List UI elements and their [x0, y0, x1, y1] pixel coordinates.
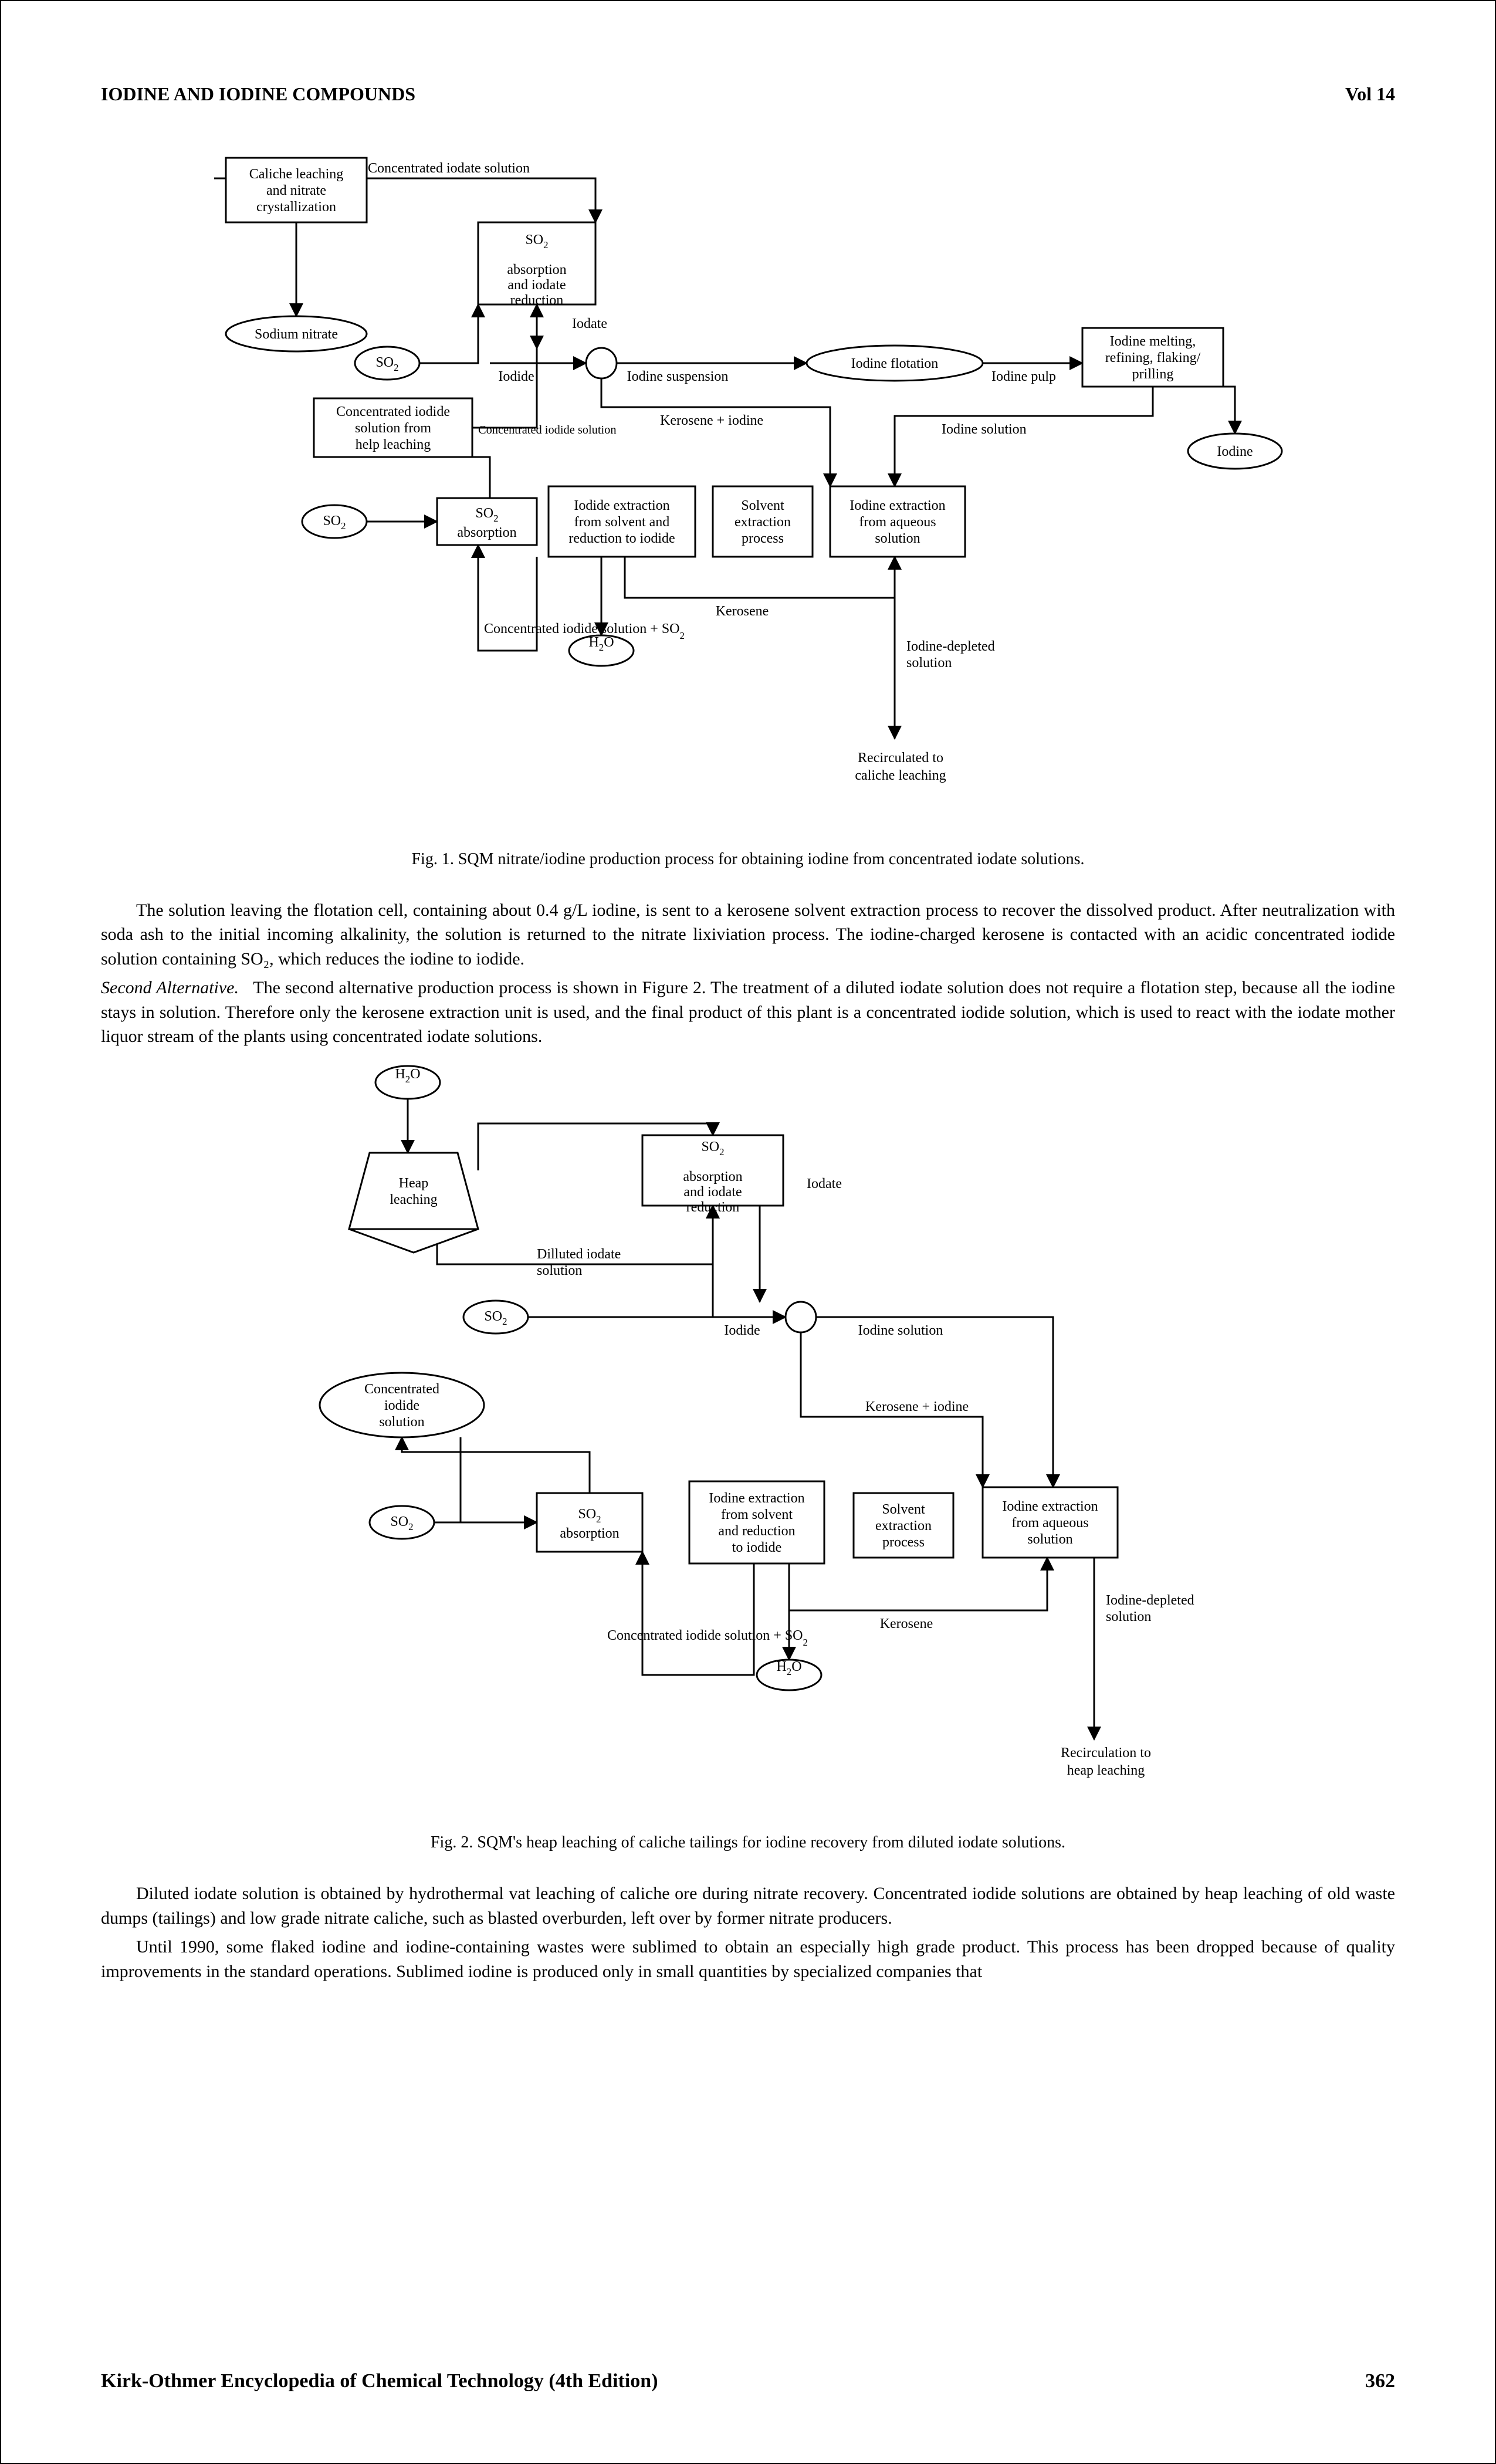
svg-text:Sodium nitrate: Sodium nitrate — [255, 327, 338, 342]
svg-text:Iodine pulp: Iodine pulp — [991, 369, 1056, 384]
svg-text:Recirculated to: Recirculated to — [858, 750, 943, 766]
svg-text:from solvent: from solvent — [721, 1507, 793, 1522]
svg-text:Kerosene + iodine: Kerosene + iodine — [660, 413, 763, 428]
svg-text:extraction: extraction — [875, 1518, 932, 1534]
figure-1-flowchart: Concentrated iodate solution Iodate Concen… — [191, 140, 1305, 832]
svg-text:solution: solution — [1106, 1609, 1151, 1624]
paragraph-1: The solution leaving the flotation cell,… — [101, 898, 1395, 971]
svg-text:absorption: absorption — [683, 1169, 742, 1184]
svg-text:and reduction: and reduction — [718, 1524, 795, 1539]
svg-text:from aqueous: from aqueous — [1011, 1515, 1088, 1531]
svg-text:reduction: reduction — [686, 1200, 740, 1215]
svg-text:Iodine flotation: Iodine flotation — [851, 356, 939, 371]
svg-text:solution from: solution from — [355, 421, 431, 436]
footer-page-number: 362 — [1365, 2370, 1395, 2392]
svg-text:Iodine: Iodine — [1217, 444, 1253, 459]
svg-text:refining, flaking/: refining, flaking/ — [1105, 350, 1201, 365]
svg-text:Iodate: Iodate — [807, 1176, 842, 1192]
page-header: IODINE AND IODINE COMPOUNDS Vol 14 — [101, 83, 1395, 105]
svg-text:Concentrated iodide: Concentrated iodide — [336, 404, 450, 419]
header-title: IODINE AND IODINE COMPOUNDS — [101, 83, 415, 105]
page-footer: Kirk-Othmer Encyclopedia of Chemical Tec… — [101, 2370, 1395, 2392]
svg-text:solution: solution — [379, 1414, 424, 1430]
svg-text:extraction: extraction — [735, 515, 791, 530]
svg-text:process: process — [882, 1535, 925, 1550]
svg-text:from solvent and: from solvent and — [574, 515, 670, 530]
svg-text:Iodine solution: Iodine solution — [942, 422, 1027, 437]
svg-text:Kerosene: Kerosene — [880, 1616, 933, 1632]
svg-text:Solvent: Solvent — [882, 1502, 925, 1517]
paragraph-3: Diluted iodate solution is obtained by h… — [101, 1881, 1395, 1930]
svg-text:Concentrated iodide solution: Concentrated iodide solution — [478, 424, 617, 436]
svg-text:solution: solution — [906, 655, 952, 671]
svg-text:Solvent: Solvent — [741, 498, 784, 513]
svg-text:crystallization: crystallization — [256, 199, 336, 215]
svg-text:Heap: Heap — [399, 1176, 429, 1191]
svg-text:absorption: absorption — [507, 262, 566, 277]
svg-text:prilling: prilling — [1132, 367, 1174, 382]
svg-text:Concentrated iodide solution +: Concentrated iodide solution + SO2 — [607, 1628, 808, 1648]
svg-text:solution: solution — [1027, 1532, 1072, 1547]
svg-text:from aqueous: from aqueous — [859, 515, 936, 530]
svg-text:Recirculation to: Recirculation to — [1061, 1745, 1151, 1761]
page-root: IODINE AND IODINE COMPOUNDS Vol 14 Conce… — [0, 0, 1496, 2464]
svg-text:Iodine suspension: Iodine suspension — [627, 369, 729, 384]
svg-text:Caliche leaching: Caliche leaching — [249, 167, 344, 182]
svg-text:and nitrate: and nitrate — [266, 183, 326, 198]
svg-text:Iodide extraction: Iodide extraction — [574, 498, 669, 513]
figure-2-caption: Fig. 2. SQM's heap leaching of caliche t… — [101, 1833, 1395, 1852]
svg-text:reduction to iodide: reduction to iodide — [568, 531, 675, 546]
svg-text:Iodine-depleted: Iodine-depleted — [1106, 1593, 1194, 1608]
svg-text:Iodine extraction: Iodine extraction — [709, 1491, 804, 1506]
svg-text:to iodide: to iodide — [732, 1540, 782, 1555]
svg-text:absorption: absorption — [560, 1526, 619, 1541]
footer-title: Kirk-Othmer Encyclopedia of Chemical Tec… — [101, 2370, 658, 2392]
svg-text:Kerosene: Kerosene — [716, 604, 769, 619]
svg-text:Iodine solution: Iodine solution — [858, 1323, 943, 1338]
svg-text:heap leaching: heap leaching — [1067, 1763, 1145, 1778]
svg-text:leaching: leaching — [390, 1192, 437, 1207]
svg-text:and iodate: and iodate — [683, 1184, 742, 1200]
svg-text:Iodine-depleted: Iodine-depleted — [906, 639, 995, 654]
svg-text:Iodide: Iodide — [724, 1323, 760, 1338]
svg-text:Dilluted iodate: Dilluted iodate — [537, 1247, 621, 1262]
figure-2-flowchart: Dilluted iodatesolutionIodateIodideIodin… — [279, 1053, 1217, 1816]
header-volume: Vol 14 — [1345, 83, 1395, 105]
svg-text:process: process — [742, 531, 784, 546]
svg-text:Iodate: Iodate — [572, 316, 607, 331]
svg-text:solution: solution — [875, 531, 920, 546]
svg-text:iodide: iodide — [384, 1398, 419, 1413]
svg-text:solution: solution — [537, 1263, 582, 1278]
svg-text:Iodine extraction: Iodine extraction — [849, 498, 945, 513]
svg-text:caliche leaching: caliche leaching — [855, 768, 946, 783]
figure-1-caption: Fig. 1. SQM nitrate/iodine production pr… — [101, 850, 1395, 869]
svg-text:Concentrated iodate solution: Concentrated iodate solution — [368, 161, 530, 176]
svg-text:Iodide: Iodide — [498, 369, 534, 384]
svg-text:reduction: reduction — [510, 293, 564, 308]
paragraph-4: Until 1990, some flaked iodine and iodin… — [101, 1935, 1395, 1984]
svg-text:absorption: absorption — [457, 525, 516, 540]
svg-text:Kerosene + iodine: Kerosene + iodine — [865, 1399, 969, 1414]
svg-text:Iodine extraction: Iodine extraction — [1002, 1499, 1098, 1514]
svg-text:and iodate: and iodate — [507, 277, 566, 293]
svg-text:Concentrated: Concentrated — [364, 1382, 439, 1397]
paragraph-2: Second Alternative. The second alternati… — [101, 976, 1395, 1048]
svg-text:Iodine melting,: Iodine melting, — [1110, 334, 1196, 349]
svg-text:help leaching: help leaching — [356, 437, 431, 452]
